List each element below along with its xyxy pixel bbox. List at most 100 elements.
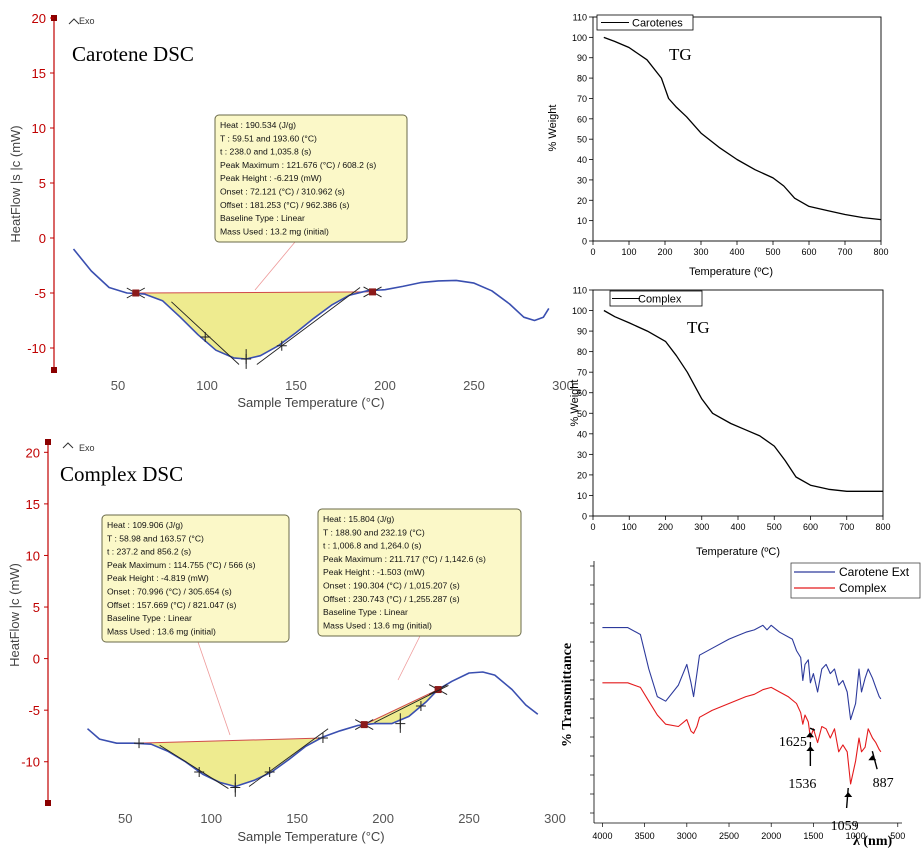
y-tick-label: 15 [32,66,46,81]
y-axis-label: % Transmittance [560,643,575,747]
leader-line [197,641,231,736]
y-tick-label: 20 [577,470,587,480]
y-tick-label: -5 [34,286,46,301]
y-axis-label: HeatFlow |s |c (mW) [8,125,23,242]
y-tick-label: 70 [577,94,587,104]
tg-curve [603,309,883,492]
legend-label: Complex [638,294,682,306]
peak-arrow-line [845,787,849,809]
cross-marker [134,738,145,749]
x-tick-label: 100 [200,811,222,826]
ftir-curve [602,682,882,785]
tangent-line [256,287,361,365]
x-tick-label: 700 [837,247,852,257]
y-tick-label: 70 [577,368,587,378]
x-tick-label: 700 [839,522,854,532]
chart-title: Carotene DSC [72,42,194,66]
chart-title: TG [669,45,692,64]
x-tick-label: 400 [729,247,744,257]
x-tick-label: 2500 [719,831,739,841]
x-tick-label: 100 [621,247,636,257]
x-tick-label: 50 [118,811,132,826]
peak-label: 887 [873,776,894,791]
x-axis-label: Temperature (ºC) [689,266,773,278]
legend: Carotene Ext Complex [790,562,921,599]
y-tick-label: 30 [577,450,587,460]
x-tick-label: 200 [658,522,673,532]
y-tick-label: 20 [32,11,46,26]
x-tick-label: 200 [374,378,396,393]
x-tick-label: 300 [544,811,566,826]
x-tick-label: 600 [801,247,816,257]
exo-arrow-icon [68,18,80,25]
leader-line [397,635,421,681]
peak-label: 1625 [779,735,807,750]
baseline-line [135,291,373,294]
y-tick-label: -10 [21,755,40,770]
x-tick-label: 250 [463,378,485,393]
annotation-text: Heat : 109.906 (J/g) T : 58.98 and 163.5… [107,520,258,636]
x-tick-label: 800 [873,247,888,257]
y-tick-label: 10 [577,491,587,501]
tg-carotenes-chart: 0 100 200 300 400 500 600 700 800 0 10 20 30 40 50 60 70… [547,13,889,279]
y-tick-label: 20 [577,196,587,206]
y-tick-label: 0 [33,652,40,667]
y-tick-label: 15 [26,497,40,512]
legend: Complex [609,290,703,307]
y-axis-label: % Weight [569,380,581,427]
cross-marker [317,733,328,744]
plot-area: 0 100 200 300 400 500 600 700 800 0 10 20 30 40 50 60 70… [572,13,889,258]
exo-label: Exo [79,443,95,453]
x-tick-label: 250 [458,811,480,826]
legend-label: Complex [839,581,886,595]
tg-complex-chart: 0 100 200 300 400 500 600 700 800 0 10 20 30 40 50 60 70… [569,286,891,559]
x-tick-label: 200 [372,811,394,826]
cross-marker [415,701,426,712]
x-tick-label: 3000 [677,831,697,841]
peak-arrow-line [871,751,878,770]
y-tick-label: 90 [577,327,587,337]
x-tick-label: 300 [694,522,709,532]
x-tick-label: 500 [765,247,780,257]
y-tick-label: 110 [573,286,587,296]
peak-arrowhead [806,732,815,738]
y-tick-label: 60 [577,114,587,124]
y-axis-label: % Weight [547,105,559,152]
y-tick-label: 100 [572,33,587,43]
x-tick-label: 800 [875,522,890,532]
tangent-line [171,301,240,365]
end-marker [369,288,377,296]
y-axis-label: HeatFlow |c (mW) [7,563,22,667]
legend-label: Carotene Ext [839,565,910,579]
y-tick-label: 0 [39,231,46,246]
peak-arrowhead [806,746,815,751]
annotation-box: Heat : 190.534 (J/g) T : 59.51 and 193.6… [214,114,408,243]
y-tick-label: 50 [577,135,587,145]
baseline-line [139,737,323,744]
plot-frame [592,16,882,242]
x-tick-label: 100 [196,378,218,393]
legend: Carotenes [596,14,694,31]
axis-end-marker [45,439,51,445]
end-marker [360,721,368,729]
y-tick-label: 10 [577,216,587,226]
annotation-box-left: Heat : 109.906 (J/g) T : 58.98 and 163.5… [101,514,290,643]
y-tick-label: 20 [26,445,40,460]
peak-label: 1536 [788,777,816,792]
plot-area: 0 100 200 300 400 500 600 700 800 0 10 20 30 40 50 60 70… [572,286,891,533]
x-tick-label: 1500 [803,831,823,841]
plot-area: 4000 3500 3000 2500 2000 1500 1000 500 1625 1536 1… [590,561,905,841]
x-axis-label: Temperature (ºC) [696,546,780,558]
peak-label: 1059 [831,819,859,834]
y-tick-label: 0 [582,237,587,247]
x-tick-label: 400 [730,522,745,532]
y-tick-label: 100 [572,306,587,316]
x-tick-label: 300 [552,378,574,393]
y-tick-label: 80 [577,74,587,84]
leader-line [254,241,296,291]
x-tick-label: 50 [111,378,125,393]
cross-marker [264,767,275,778]
y-tick-label: 5 [39,176,46,191]
